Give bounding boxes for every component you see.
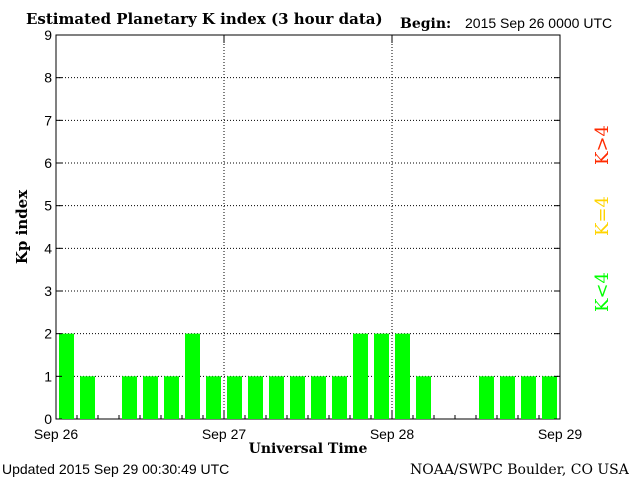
y-tick-label: 4 (44, 240, 52, 256)
grid-lines (56, 35, 560, 419)
plot-frame (55, 34, 561, 420)
y-tick-label: 2 (44, 326, 52, 342)
kp-bar (143, 376, 158, 419)
kp-bar (206, 376, 221, 419)
y-tick-label: 9 (44, 27, 52, 43)
begin-value: 2015 Sep 26 0000 UTC (465, 15, 612, 31)
y-tick-label: 6 (44, 155, 52, 171)
y-tick-label: 3 (44, 283, 52, 299)
kp-bar (416, 376, 431, 419)
x-tick-label: Sep 29 (538, 426, 583, 442)
kp-bar (290, 376, 305, 419)
y-axis-label: Kp index (13, 189, 31, 264)
legend: K>4 K=4 K<4 (592, 125, 613, 312)
kp-bar (353, 333, 368, 419)
kp-bar (500, 376, 515, 419)
y-tick-label: 5 (44, 198, 52, 214)
updated-timestamp: Updated 2015 Sep 29 00:30:49 UTC (2, 461, 229, 477)
kp-bar (248, 376, 263, 419)
kp-bar (332, 376, 347, 419)
kp-bar (395, 333, 410, 419)
y-tick-label: 8 (44, 70, 52, 86)
kp-bar (80, 376, 95, 419)
x-tick-label: Sep 28 (370, 426, 415, 442)
x-axis-ticks: Sep 26 Sep 27 Sep 28 Sep 29 (34, 35, 583, 442)
x-tick-label: Sep 26 (34, 426, 79, 442)
chart-title: Estimated Planetary K index (3 hour data… (26, 10, 383, 28)
kp-bar (311, 376, 326, 419)
kp-bar (164, 376, 179, 419)
kp-bar (374, 333, 389, 419)
y-tick-label: 7 (44, 112, 52, 128)
legend-item: K>4 (592, 125, 613, 165)
kp-bar (542, 376, 557, 419)
source-credit: NOAA/SWPC Boulder, CO USA (410, 462, 630, 478)
x-tick-label: Sep 27 (202, 426, 247, 442)
kp-bar (227, 376, 242, 419)
y-tick-label: 1 (44, 368, 52, 384)
kp-bar (269, 376, 284, 419)
y-tick-label: 0 (44, 411, 52, 427)
kp-bar (59, 333, 74, 419)
legend-item: K=4 (592, 196, 613, 236)
x-axis-label: Universal Time (249, 441, 368, 457)
bars (59, 333, 557, 419)
kp-bar (122, 376, 137, 419)
legend-item: K<4 (592, 272, 613, 312)
y-axis-ticks: 0 1 2 3 4 5 6 7 8 9 (44, 27, 560, 427)
kp-bar (479, 376, 494, 419)
kp-bar (521, 376, 536, 419)
kp-bar (185, 333, 200, 419)
begin-label: Begin: (400, 16, 451, 32)
